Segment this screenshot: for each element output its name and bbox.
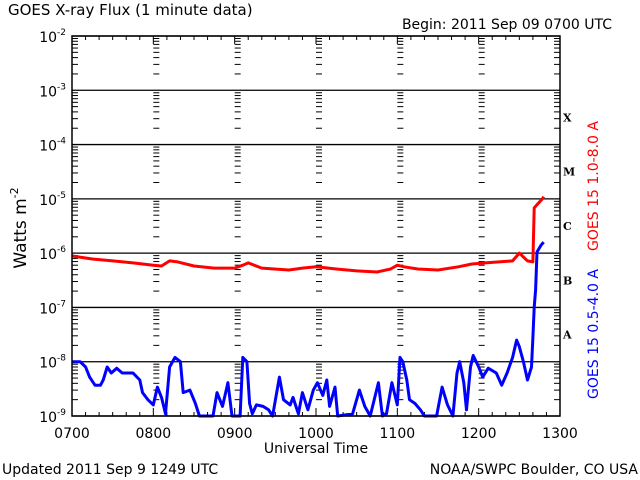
x-tick-label: 0700 <box>54 426 90 442</box>
x-tick-label: 0800 <box>136 426 172 442</box>
y-tick-labels: 10-2 10-3 10-4 10-5 10-6 10-7 10-8 10-9 <box>39 28 66 426</box>
plot-frame <box>71 35 561 417</box>
flare-class-labels: X M C B A <box>562 111 575 341</box>
grid-and-ticks <box>71 35 561 417</box>
y-axis-label-text: Watts m <box>11 198 31 268</box>
flare-class-label: C <box>563 220 572 233</box>
legend-series-red: GOES 15 1.0-8.0 A <box>586 121 602 251</box>
x-tick-label: 1100 <box>380 426 416 442</box>
chart-title: GOES X-ray Flux (1 minute data) <box>8 1 253 19</box>
y-axis-label-exponent: -2 <box>8 187 21 198</box>
x-tick-label: 1000 <box>298 426 334 442</box>
x-tick-labels: 0700 0800 0900 1000 1100 1200 1300 <box>54 426 578 442</box>
flare-class-label: M <box>563 166 575 179</box>
footer-credit: NOAA/SWPC Boulder, CO USA <box>430 462 639 478</box>
y-tick-label: 10-4 <box>39 137 66 155</box>
flare-class-label: X <box>563 111 572 124</box>
y-tick-label: 10-7 <box>39 299 66 317</box>
y-axis-label: Watts m-2 <box>8 187 31 268</box>
series-lines <box>71 195 546 418</box>
x-tick-label: 0900 <box>217 426 253 442</box>
flare-class-label: B <box>563 274 572 287</box>
y-tick-label: 10-6 <box>39 245 66 263</box>
series-line-0-5-4-angstrom <box>72 241 545 418</box>
x-axis-label: Universal Time <box>264 441 368 457</box>
x-tick-label: 1200 <box>461 426 497 442</box>
legend-series-blue: GOES 15 0.5-4.0 A <box>586 269 602 399</box>
y-tick-label: 10-9 <box>39 408 66 426</box>
chart-subtitle: Begin: 2011 Sep 09 0700 UTC <box>402 17 612 33</box>
y-tick-label: 10-3 <box>39 82 66 100</box>
series-line-1-8-angstrom <box>71 195 546 274</box>
footer-updated: Updated 2011 Sep 9 1249 UTC <box>2 462 218 478</box>
flare-class-label: A <box>562 329 572 342</box>
y-tick-label: 10-2 <box>39 28 66 46</box>
y-tick-label: 10-5 <box>39 191 66 209</box>
y-tick-label: 10-8 <box>39 354 66 372</box>
x-tick-label: 1300 <box>542 426 578 442</box>
